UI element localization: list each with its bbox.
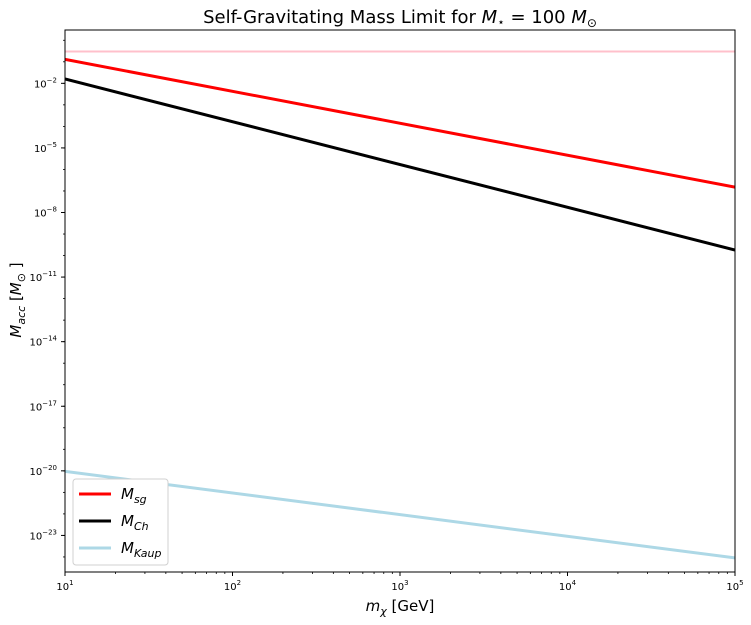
x-axis-label-chi: χ	[379, 605, 387, 618]
x-tick-label: 102	[224, 579, 241, 593]
x-tick-label: 103	[391, 579, 408, 593]
x-axis-label: mχ [GeV]	[366, 597, 435, 618]
y-axis-label-sun: ⊙	[15, 273, 28, 282]
y-tick-label: 10−5	[34, 141, 57, 155]
series-group	[65, 50, 735, 560]
y-axis-label-sub: acc	[15, 306, 28, 325]
ticks-group: 101 102 103 104 105 10−2 10−5 10−8 10−11 10−14 10−…	[29, 39, 744, 593]
x-tick-label: 105	[726, 579, 743, 593]
y-axis-label: Macc [M⊙ ]	[7, 262, 28, 337]
plot-area: 101 102 103 104 105 10−2 10−5 10−8 10−11 10−14 10−…	[29, 29, 744, 593]
chart-title-m: M	[482, 7, 498, 28]
x-axis-label-m: m	[366, 597, 381, 615]
y-axis-label-close: ]	[7, 262, 25, 273]
legend-label-m-sg: Msg	[121, 485, 147, 506]
legend-label-m-ch: MCh	[121, 512, 149, 533]
y-tick-label: 10−20	[29, 464, 57, 478]
y-axis-label-open: [	[7, 295, 25, 306]
series-line-m-ch	[65, 77, 735, 252]
y-tick-label: 10−17	[29, 399, 57, 413]
x-tick-label: 101	[56, 579, 73, 593]
legend-label-m-kaup: MKaup	[121, 539, 161, 560]
y-axis-label-m: M	[7, 325, 25, 338]
chart-title-star: ⋆	[497, 15, 505, 29]
plot-frame	[64, 29, 736, 573]
y-axis-label-m2: M	[7, 282, 25, 295]
y-tick-label: 10−11	[29, 270, 57, 284]
x-axis-label-unit: [GeV]	[387, 597, 435, 615]
series-line-m-sg	[65, 57, 735, 189]
legend-entry-m-sg: Msg	[79, 485, 147, 506]
legend-entry-m-kaup: MKaup	[79, 539, 161, 560]
y-tick-label: 10−2	[34, 76, 57, 90]
legend-box	[72, 478, 169, 566]
chart-title-mid: = 100	[505, 7, 572, 28]
y-tick-label: 10−23	[29, 528, 57, 542]
chart-title-prefix: Self-Gravitating Mass Limit for	[203, 7, 482, 28]
y-tick-label: 10−14	[29, 335, 57, 349]
chart-title: Self-Gravitating Mass Limit for M⋆ = 100…	[203, 7, 597, 30]
chart-title-m2: M	[571, 7, 587, 28]
series-line-m-kaup	[65, 469, 735, 560]
legend-entry-m-ch: MCh	[79, 512, 149, 533]
legend: Msg MCh MKaup	[72, 478, 169, 566]
y-tick-label: 10−8	[34, 205, 57, 219]
x-tick-label: 104	[559, 579, 577, 593]
chart-title-sun: ⊙	[587, 16, 597, 30]
